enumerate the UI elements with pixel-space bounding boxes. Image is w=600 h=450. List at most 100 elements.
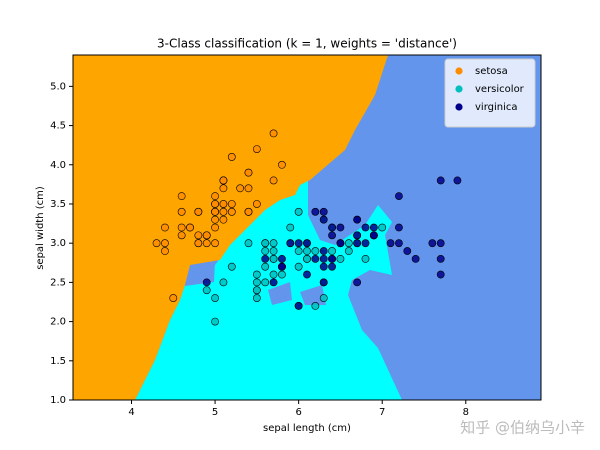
point	[219, 278, 228, 287]
point	[244, 184, 253, 193]
chart-title: 3-Class classification (k = 1, weights =…	[157, 37, 457, 51]
point	[227, 262, 236, 271]
point	[202, 278, 211, 287]
region-virginica-patch	[268, 282, 292, 305]
legend-label: versicolor	[475, 84, 525, 95]
y-tick-label: 3.0	[50, 238, 66, 249]
point	[319, 254, 328, 263]
point	[161, 239, 169, 248]
point	[211, 317, 219, 326]
point	[261, 247, 270, 255]
y-tick-label: 2.0	[50, 317, 66, 328]
point	[252, 278, 261, 287]
point	[261, 278, 270, 287]
point	[303, 247, 311, 255]
point	[328, 247, 336, 255]
point	[378, 223, 387, 232]
legend-label: virginica	[475, 102, 518, 113]
legend-marker	[455, 85, 463, 93]
points	[152, 129, 462, 326]
point	[294, 239, 303, 248]
point	[353, 231, 362, 240]
point	[261, 239, 270, 248]
point	[336, 239, 345, 248]
point	[303, 254, 311, 263]
legend-label: setosa	[475, 66, 508, 77]
point	[319, 247, 328, 255]
point	[194, 239, 203, 248]
point	[252, 200, 261, 208]
point	[361, 254, 370, 263]
point	[361, 239, 370, 248]
point	[386, 239, 395, 248]
region-virginica-patch	[300, 285, 326, 305]
point	[252, 145, 261, 153]
point	[311, 247, 320, 255]
point	[202, 231, 211, 240]
point	[252, 294, 261, 302]
x-axis-label: sepal length (cm)	[263, 423, 351, 434]
point	[436, 254, 445, 263]
point	[278, 160, 286, 169]
point	[303, 239, 311, 248]
point	[403, 247, 412, 255]
point	[311, 254, 320, 263]
point	[269, 254, 278, 263]
point	[211, 192, 219, 201]
point	[244, 207, 253, 216]
point	[278, 270, 286, 279]
point	[286, 239, 295, 248]
point	[336, 254, 345, 263]
point	[211, 200, 219, 208]
point	[269, 129, 278, 138]
point	[278, 254, 286, 263]
point	[353, 239, 362, 248]
point	[269, 278, 278, 287]
x-tick-label: 6	[295, 407, 301, 418]
point	[269, 239, 278, 248]
point	[211, 239, 219, 248]
point	[269, 270, 278, 279]
point	[294, 302, 303, 310]
point	[311, 207, 320, 216]
point	[428, 239, 437, 248]
point	[369, 231, 378, 240]
x-tick-label: 8	[463, 407, 469, 418]
y-axis-label: sepal width (cm)	[35, 186, 46, 270]
point	[202, 286, 211, 295]
point	[227, 207, 236, 216]
y-tick-label: 4.0	[50, 160, 66, 171]
point	[319, 215, 328, 224]
point	[236, 184, 245, 193]
point	[219, 207, 228, 216]
point	[261, 262, 270, 271]
point	[353, 278, 362, 287]
point	[169, 294, 178, 302]
point	[219, 184, 228, 193]
y-tick-label: 5.0	[50, 81, 66, 92]
point	[336, 223, 345, 232]
point	[244, 168, 253, 177]
point	[186, 223, 194, 232]
x-tick-label: 4	[128, 407, 134, 418]
point	[353, 215, 362, 224]
y-tick-label: 1.5	[50, 356, 66, 367]
point	[344, 239, 353, 248]
point	[177, 207, 186, 216]
point	[294, 262, 303, 271]
point	[269, 247, 278, 255]
legend: setosa versicolor virginica	[444, 58, 536, 128]
point	[453, 176, 462, 185]
point	[303, 270, 311, 279]
point	[252, 286, 261, 295]
x-tick-label: 5	[212, 407, 218, 418]
legend-box	[444, 58, 536, 128]
point	[319, 294, 328, 302]
point	[294, 207, 303, 216]
point	[227, 200, 236, 208]
point	[252, 270, 261, 279]
legend-marker	[455, 67, 463, 75]
point	[177, 231, 186, 240]
